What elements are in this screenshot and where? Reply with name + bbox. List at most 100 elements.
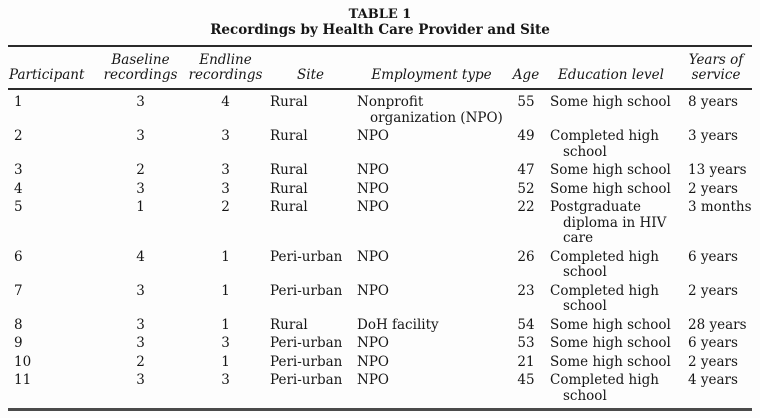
table-cell-text: 2 — [14, 128, 23, 144]
table-cell-text: Peri-urban — [270, 353, 343, 370]
table-row: 9 3 3 Peri-urban NPO 53 Some high school 6 year… — [8, 335, 752, 354]
table-cell: 4 — [8, 180, 98, 199]
table-cell: Completed high school — [542, 282, 680, 316]
table-cell: Rural — [268, 199, 353, 249]
table-cell-text: 13 years — [688, 162, 747, 178]
table-cell-text: DoH facility — [357, 316, 439, 333]
table-cell-text: 2 years — [688, 282, 738, 299]
table-cell: 11 — [8, 372, 98, 410]
table-cell: Some high school — [542, 316, 680, 335]
table-cell: Peri-urban — [268, 282, 353, 316]
table-cell-text: Completed high school — [550, 128, 659, 160]
column-header-line: recordings — [103, 67, 178, 83]
table-cell-text: Some high school — [550, 353, 671, 370]
table-cell: 45 — [510, 372, 542, 410]
column-header-line: Site — [297, 67, 324, 83]
table-cell-text: 52 — [517, 180, 535, 197]
table-cell: Peri-urban — [268, 248, 353, 282]
table-cell: 5 — [8, 199, 98, 249]
table-cell-text: 23 — [517, 282, 535, 299]
table-cell: 52 — [510, 180, 542, 199]
table-cell-text: NPO — [357, 199, 389, 215]
table-cell: 21 — [510, 353, 542, 372]
column-header-education-level: Education level — [542, 46, 680, 89]
table-cell-text: Some high school — [550, 316, 671, 333]
column-header-line: Employment type — [371, 67, 492, 83]
table-cell: Rural — [268, 162, 353, 181]
table-cell: 2 years — [680, 353, 752, 372]
table-cell-text: 3 — [136, 94, 145, 110]
table-cell: 9 — [8, 335, 98, 354]
table-cell: 10 — [8, 353, 98, 372]
table-cell: Some high school — [542, 180, 680, 199]
column-header-endline-recordings: Endline recordings — [183, 46, 268, 89]
table-cell-text: 2 — [221, 199, 230, 215]
table-cell-text: 3 — [221, 162, 230, 178]
table-cell-text: Completed high school — [550, 282, 659, 314]
table-cell: NPO — [353, 128, 510, 162]
table-cell: 26 — [510, 248, 542, 282]
table-cell-text: 26 — [517, 248, 535, 265]
table-cell: 3 — [98, 316, 183, 335]
table-cell: 7 — [8, 282, 98, 316]
table-cell-text: 3 — [136, 128, 145, 144]
table-cell: Some high school — [542, 353, 680, 372]
table-cell-text: Some high school — [550, 180, 671, 197]
table-row: 11 3 3 Peri-urban NPO 45 Completed high school… — [8, 372, 752, 410]
table-cell-text: 3 — [221, 128, 230, 144]
table-cell-text: NPO — [357, 162, 389, 178]
table-cell: 2 — [183, 199, 268, 249]
table-cell-text: 54 — [517, 316, 535, 333]
table-cell-text: NPO — [357, 353, 389, 370]
table-cell-text: Completed high school — [550, 248, 659, 280]
table-cell-text: 4 years — [688, 372, 738, 388]
table-cell: Completed high school — [542, 248, 680, 282]
table-cell: Rural — [268, 180, 353, 199]
table-cell-text: 4 — [221, 94, 230, 110]
table-label: TABLE 1 — [348, 7, 412, 22]
table-cell-text: 5 — [14, 199, 23, 215]
table-cell: 8 — [8, 316, 98, 335]
table-cell-text: Postgraduate diploma in HIV care — [550, 199, 667, 246]
table-cell: Some high school — [542, 162, 680, 181]
column-header-line: service — [691, 67, 741, 83]
column-header-line: Years of — [688, 52, 744, 68]
table-cell-text: Nonprofit organization (NPO) — [357, 94, 503, 126]
table-cell-text: 1 — [221, 316, 230, 333]
table-cell: Rural — [268, 316, 353, 335]
table-cell-text: 7 — [14, 282, 23, 299]
table-cell-text: Rural — [270, 180, 308, 197]
table-row: 7 3 1 Peri-urban NPO 23 Completed high school 2… — [8, 282, 752, 316]
table-cell-text: 3 — [136, 282, 145, 299]
table-cell-text: 49 — [517, 128, 535, 144]
table-cell-text: 53 — [517, 335, 535, 351]
table-row: 1 3 4 Rural Nonprofit organization (NPO) 55 So… — [8, 89, 752, 128]
table-cell-text: 3 — [221, 372, 230, 388]
table-cell-text: Peri-urban — [270, 282, 343, 299]
table-cell: 2 — [8, 128, 98, 162]
table-cell-text: NPO — [357, 180, 389, 197]
table-cell-text: 4 — [14, 180, 23, 197]
column-header-line: recordings — [188, 67, 263, 83]
table-cell: 6 years — [680, 248, 752, 282]
table-cell: 1 — [98, 199, 183, 249]
table-cell: 49 — [510, 128, 542, 162]
table-cell-text: Some high school — [550, 335, 671, 351]
table-cell-text: NPO — [357, 372, 389, 388]
table-cell: 3 — [98, 335, 183, 354]
column-header-age: Age — [510, 46, 542, 89]
table-cell-text: NPO — [357, 128, 389, 144]
table-cell: 3 — [98, 180, 183, 199]
table-cell: 2 — [98, 162, 183, 181]
table-row: 3 2 3 Rural NPO 47 Some high school 13 years — [8, 162, 752, 181]
table-row: 8 3 1 Rural DoH facility 54 Some high school 28… — [8, 316, 752, 335]
table-cell: DoH facility — [353, 316, 510, 335]
table-cell: NPO — [353, 372, 510, 410]
table-header: Participant Baseline recordings Endline reco… — [8, 46, 752, 89]
table-cell-text: 11 — [14, 372, 32, 388]
table-cell-text: 1 — [221, 248, 230, 265]
table-cell-text: Rural — [270, 316, 308, 333]
table-cell-text: 10 — [14, 353, 32, 370]
table-cell-text: Some high school — [550, 94, 671, 110]
